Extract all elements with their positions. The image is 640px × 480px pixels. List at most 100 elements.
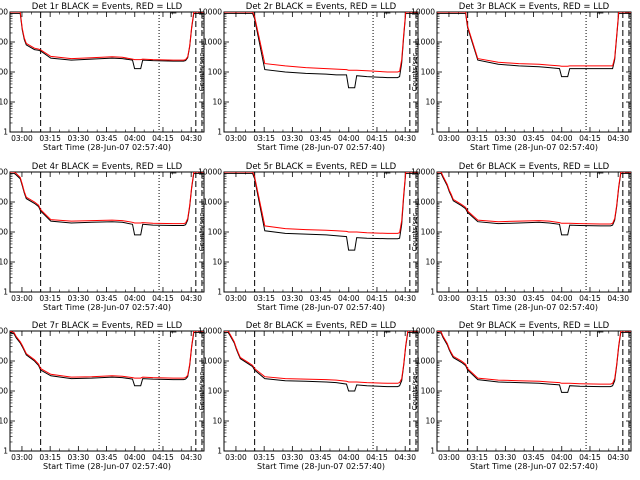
x-tick-label: 04:15	[366, 294, 388, 303]
x-tick-label: 03:15	[253, 134, 275, 143]
y-tick-label: 10000	[0, 327, 8, 336]
panel-title: Det 3r BLACK = Events, RED = LLD	[459, 2, 610, 12]
x-tick-label: 03:45	[310, 453, 332, 462]
x-axis-label: Start Time (28-Jun-07 02:57:40)	[43, 303, 171, 312]
y-axis-label: Counts/sec	[411, 53, 419, 92]
x-tick-label: 04:30	[394, 294, 416, 303]
x-tick-label: 03:45	[310, 134, 332, 143]
series-line-events	[224, 172, 418, 251]
y-tick-label: 1000	[203, 357, 222, 366]
series-line-lld	[224, 12, 418, 73]
x-tick-label: 03:30	[495, 134, 517, 143]
series-line-lld	[437, 172, 631, 225]
panel-det-7: Det 7r BLACK = Events, RED = LLD 1 10 100 10…	[0, 321, 205, 471]
x-tick-label: 03:45	[523, 294, 545, 303]
y-tick-label: 10	[0, 98, 8, 107]
panel-title: Det 1r BLACK = Events, RED = LLD	[32, 2, 183, 12]
x-tick-label: 04:15	[579, 134, 601, 143]
x-tick-label: 03:00	[11, 453, 33, 462]
x-tick-label: 04:00	[551, 134, 573, 143]
y-tick-label: 100	[0, 68, 8, 77]
series-line-lld	[10, 172, 204, 225]
x-tick-label: 03:45	[96, 294, 118, 303]
x-tick-label: 04:00	[124, 134, 146, 143]
y-tick-label: 100	[208, 68, 223, 77]
series-line-lld	[224, 331, 418, 384]
y-tick-label: 10000	[411, 8, 435, 17]
panel-title: Det 7r BLACK = Events, RED = LLD	[32, 321, 183, 331]
plot-frame	[9, 171, 205, 293]
y-tick-label: 1000	[416, 198, 435, 207]
y-tick-label: 100	[421, 68, 436, 77]
y-axis-label: Counts/sec	[411, 372, 419, 411]
x-axis-label: Start Time (28-Jun-07 02:57:40)	[257, 462, 385, 471]
panel-title: Det 8r BLACK = Events, RED = LLD	[246, 321, 397, 331]
x-tick-label: 04:30	[607, 294, 629, 303]
y-tick-label: 10000	[198, 168, 222, 177]
y-tick-label: 1	[430, 447, 435, 456]
x-tick-label: 04:30	[607, 453, 629, 462]
series-line-lld	[10, 331, 204, 379]
x-tick-label: 03:30	[282, 453, 304, 462]
y-tick-label: 10000	[0, 8, 8, 17]
y-tick-label: 1000	[0, 38, 8, 47]
panel-title: Det 5r BLACK = Events, RED = LLD	[246, 162, 397, 172]
y-tick-label: 1	[217, 288, 222, 297]
plot-frame	[436, 11, 632, 133]
series-line-events	[224, 12, 418, 89]
plot-frame	[223, 330, 419, 452]
x-tick-label: 03:30	[68, 134, 90, 143]
x-tick-label: 03:15	[253, 294, 275, 303]
series-line-events	[437, 172, 631, 236]
x-tick-label: 03:15	[39, 294, 61, 303]
x-tick-label: 03:15	[466, 134, 488, 143]
x-tick-label: 03:00	[11, 294, 33, 303]
panel-det-9: Det 9r BLACK = Events, RED = LLD 1 10 100 10…	[411, 321, 632, 471]
series-line-lld	[10, 12, 204, 61]
y-tick-label: 10	[212, 258, 222, 267]
y-tick-label: 100	[208, 387, 223, 396]
x-tick-label: 03:15	[39, 453, 61, 462]
y-axis-label: Counts/sec	[411, 213, 419, 252]
x-tick-label: 03:45	[523, 134, 545, 143]
y-tick-label: 1	[3, 288, 8, 297]
x-tick-label: 04:00	[338, 453, 360, 462]
panel-det-1: Det 1r BLACK = Events, RED = LLD 1 10 100 10…	[0, 2, 205, 152]
y-tick-label: 100	[0, 387, 8, 396]
x-tick-label: 04:30	[180, 134, 202, 143]
x-tick-label: 04:00	[551, 294, 573, 303]
y-axis-label: Counts/sec	[198, 53, 206, 92]
x-tick-label: 03:30	[68, 294, 90, 303]
x-tick-label: 03:30	[495, 453, 517, 462]
y-tick-label: 1000	[203, 38, 222, 47]
y-tick-label: 10000	[411, 168, 435, 177]
x-tick-label: 03:15	[466, 453, 488, 462]
y-tick-label: 10000	[411, 327, 435, 336]
x-tick-label: 03:45	[96, 134, 118, 143]
x-tick-label: 04:15	[152, 453, 174, 462]
flag-marker	[169, 12, 177, 18]
flag-marker	[383, 331, 391, 337]
x-tick-label: 04:30	[607, 134, 629, 143]
x-tick-label: 03:15	[39, 134, 61, 143]
series-line-lld	[437, 12, 631, 67]
panel-det-8: Det 8r BLACK = Events, RED = LLD 1 10 100 10…	[198, 321, 419, 471]
panel-det-2: Det 2r BLACK = Events, RED = LLD 1 10 100 10…	[198, 2, 419, 152]
y-tick-label: 1	[3, 128, 8, 137]
y-tick-label: 10	[212, 98, 222, 107]
y-tick-label: 1	[3, 447, 8, 456]
y-tick-label: 10	[0, 258, 8, 267]
x-tick-label: 04:30	[394, 453, 416, 462]
series-line-events	[10, 172, 204, 236]
flag-marker	[596, 331, 604, 337]
x-axis-label: Start Time (28-Jun-07 02:57:40)	[470, 303, 598, 312]
x-tick-label: 03:30	[495, 294, 517, 303]
x-axis-label: Start Time (28-Jun-07 02:57:40)	[43, 143, 171, 152]
y-tick-label: 1	[430, 288, 435, 297]
flag-marker	[596, 12, 604, 18]
y-tick-label: 100	[0, 228, 8, 237]
x-axis-label: Start Time (28-Jun-07 02:57:40)	[470, 143, 598, 152]
series-line-lld	[224, 172, 418, 234]
y-tick-label: 1000	[0, 198, 8, 207]
